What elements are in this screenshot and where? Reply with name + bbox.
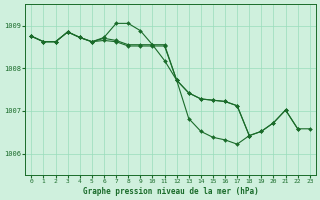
X-axis label: Graphe pression niveau de la mer (hPa): Graphe pression niveau de la mer (hPa) [83, 187, 259, 196]
